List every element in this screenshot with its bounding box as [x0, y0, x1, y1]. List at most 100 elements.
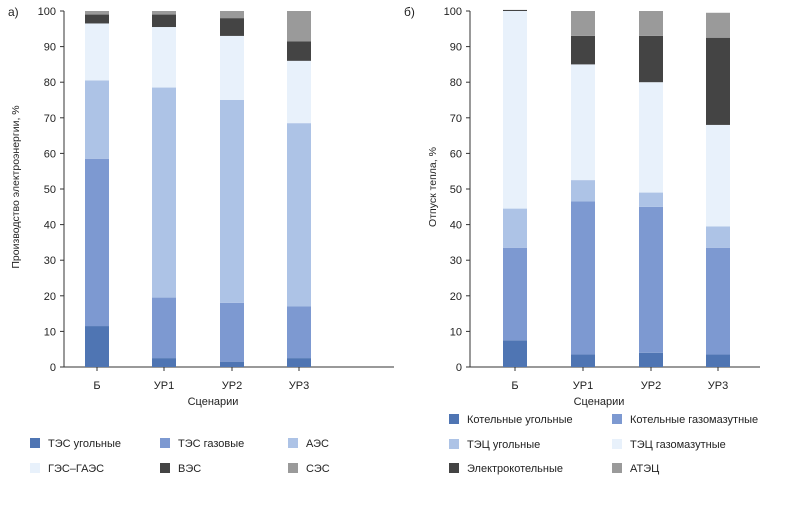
x-tick-label: Б [93, 380, 100, 392]
legend-label: ТЭС газовые [178, 438, 244, 450]
y-tick-label: 80 [44, 77, 56, 89]
y-tick-label: 80 [450, 77, 462, 89]
legend-swatch [30, 438, 40, 448]
bar-segment [152, 14, 176, 28]
bar-segment [571, 201, 595, 355]
bar-segment [287, 60, 311, 124]
bar-segment [220, 18, 244, 36]
bar-segment [152, 358, 176, 367]
y-tick-label: 0 [456, 362, 462, 374]
bar-segment [706, 226, 730, 248]
y-tick-label: 100 [38, 6, 56, 18]
y-axis-title: Производство электроэнергии, % [10, 105, 22, 268]
y-tick-label: 0 [50, 362, 56, 374]
y-tick-label: 50 [44, 184, 56, 196]
bar-segment [85, 11, 109, 15]
bar-segment [85, 80, 109, 159]
bar-segment [706, 124, 730, 227]
x-axis-title: Сценарии [188, 396, 239, 408]
bar-segment [639, 11, 663, 36]
bar-segment [152, 87, 176, 298]
bar-segment [503, 340, 527, 367]
bar-segment [503, 9, 527, 11]
bar-segment [287, 123, 311, 307]
bar-segment [152, 11, 176, 15]
legend-swatch [449, 414, 459, 424]
legend-swatch [160, 438, 170, 448]
bar-segment [287, 306, 311, 359]
y-tick-label: 40 [44, 220, 56, 232]
x-tick-label: УР1 [154, 380, 174, 392]
bar-segment [639, 352, 663, 367]
bar-segment [287, 358, 311, 367]
bar-segment [639, 82, 663, 193]
legend-label: Котельные газомазутные [630, 414, 758, 426]
bar-segment [85, 23, 109, 81]
bar-segment [503, 11, 527, 209]
bar-segment [639, 35, 663, 83]
x-tick-label: Б [511, 380, 518, 392]
bar-segment [706, 37, 730, 125]
legend-swatch [288, 438, 298, 448]
bar-segment [220, 361, 244, 367]
x-tick-label: УР1 [573, 380, 593, 392]
legend-label: АТЭЦ [630, 463, 659, 475]
y-tick-label: 90 [450, 42, 462, 54]
legend-swatch [612, 463, 622, 473]
y-tick-label: 60 [44, 148, 56, 160]
x-axis-title: Сценарии [574, 396, 625, 408]
legend-label: Котельные угольные [467, 414, 573, 426]
bar-segment [503, 208, 527, 248]
legend-label: ТЭС угольные [48, 438, 121, 450]
bar-segment [571, 64, 595, 181]
bar-segment [571, 180, 595, 202]
y-tick-label: 10 [450, 326, 462, 338]
y-tick-label: 20 [450, 291, 462, 303]
bar-segment [639, 192, 663, 207]
bar-segment [220, 35, 244, 100]
panel-label: б) [404, 5, 415, 19]
legend-label: ГЭС–ГАЭС [48, 463, 104, 475]
legend-swatch [160, 463, 170, 473]
y-tick-label: 20 [44, 291, 56, 303]
bar-segment [85, 14, 109, 24]
legend-swatch [612, 414, 622, 424]
y-axis-title: Отпуск тепла, % [427, 147, 439, 227]
panel-label: а) [8, 5, 19, 19]
bar-segment [706, 354, 730, 367]
x-tick-label: УР3 [708, 380, 728, 392]
bar-segment [571, 354, 595, 367]
legend-label: ТЭЦ угольные [467, 439, 540, 451]
legend-swatch [449, 463, 459, 473]
bar-segment [220, 11, 244, 19]
legend-label: ВЭС [178, 463, 201, 475]
bar-segment [571, 11, 595, 36]
bar-segment [287, 11, 311, 42]
bar-segment [220, 302, 244, 362]
legend-label: ТЭЦ газомазутные [630, 439, 726, 451]
bar-segment [152, 27, 176, 88]
y-tick-label: 40 [450, 220, 462, 232]
y-tick-label: 50 [450, 184, 462, 196]
bar-segment [152, 297, 176, 359]
bar-segment [85, 326, 109, 367]
legend-swatch [612, 439, 622, 449]
bar-segment [706, 12, 730, 38]
bar-segment [571, 35, 595, 65]
y-tick-label: 70 [44, 113, 56, 125]
bar-segment [503, 247, 527, 341]
y-tick-label: 30 [450, 255, 462, 267]
x-tick-label: УР3 [289, 380, 309, 392]
y-tick-label: 30 [44, 255, 56, 267]
bar-segment [85, 158, 109, 327]
x-tick-label: УР2 [222, 380, 242, 392]
y-tick-label: 100 [444, 6, 462, 18]
bar-segment [220, 100, 244, 303]
bar-segment [706, 247, 730, 355]
legend-label: АЭС [306, 438, 329, 450]
x-tick-label: УР2 [641, 380, 661, 392]
legend-swatch [449, 439, 459, 449]
y-tick-label: 90 [44, 42, 56, 54]
